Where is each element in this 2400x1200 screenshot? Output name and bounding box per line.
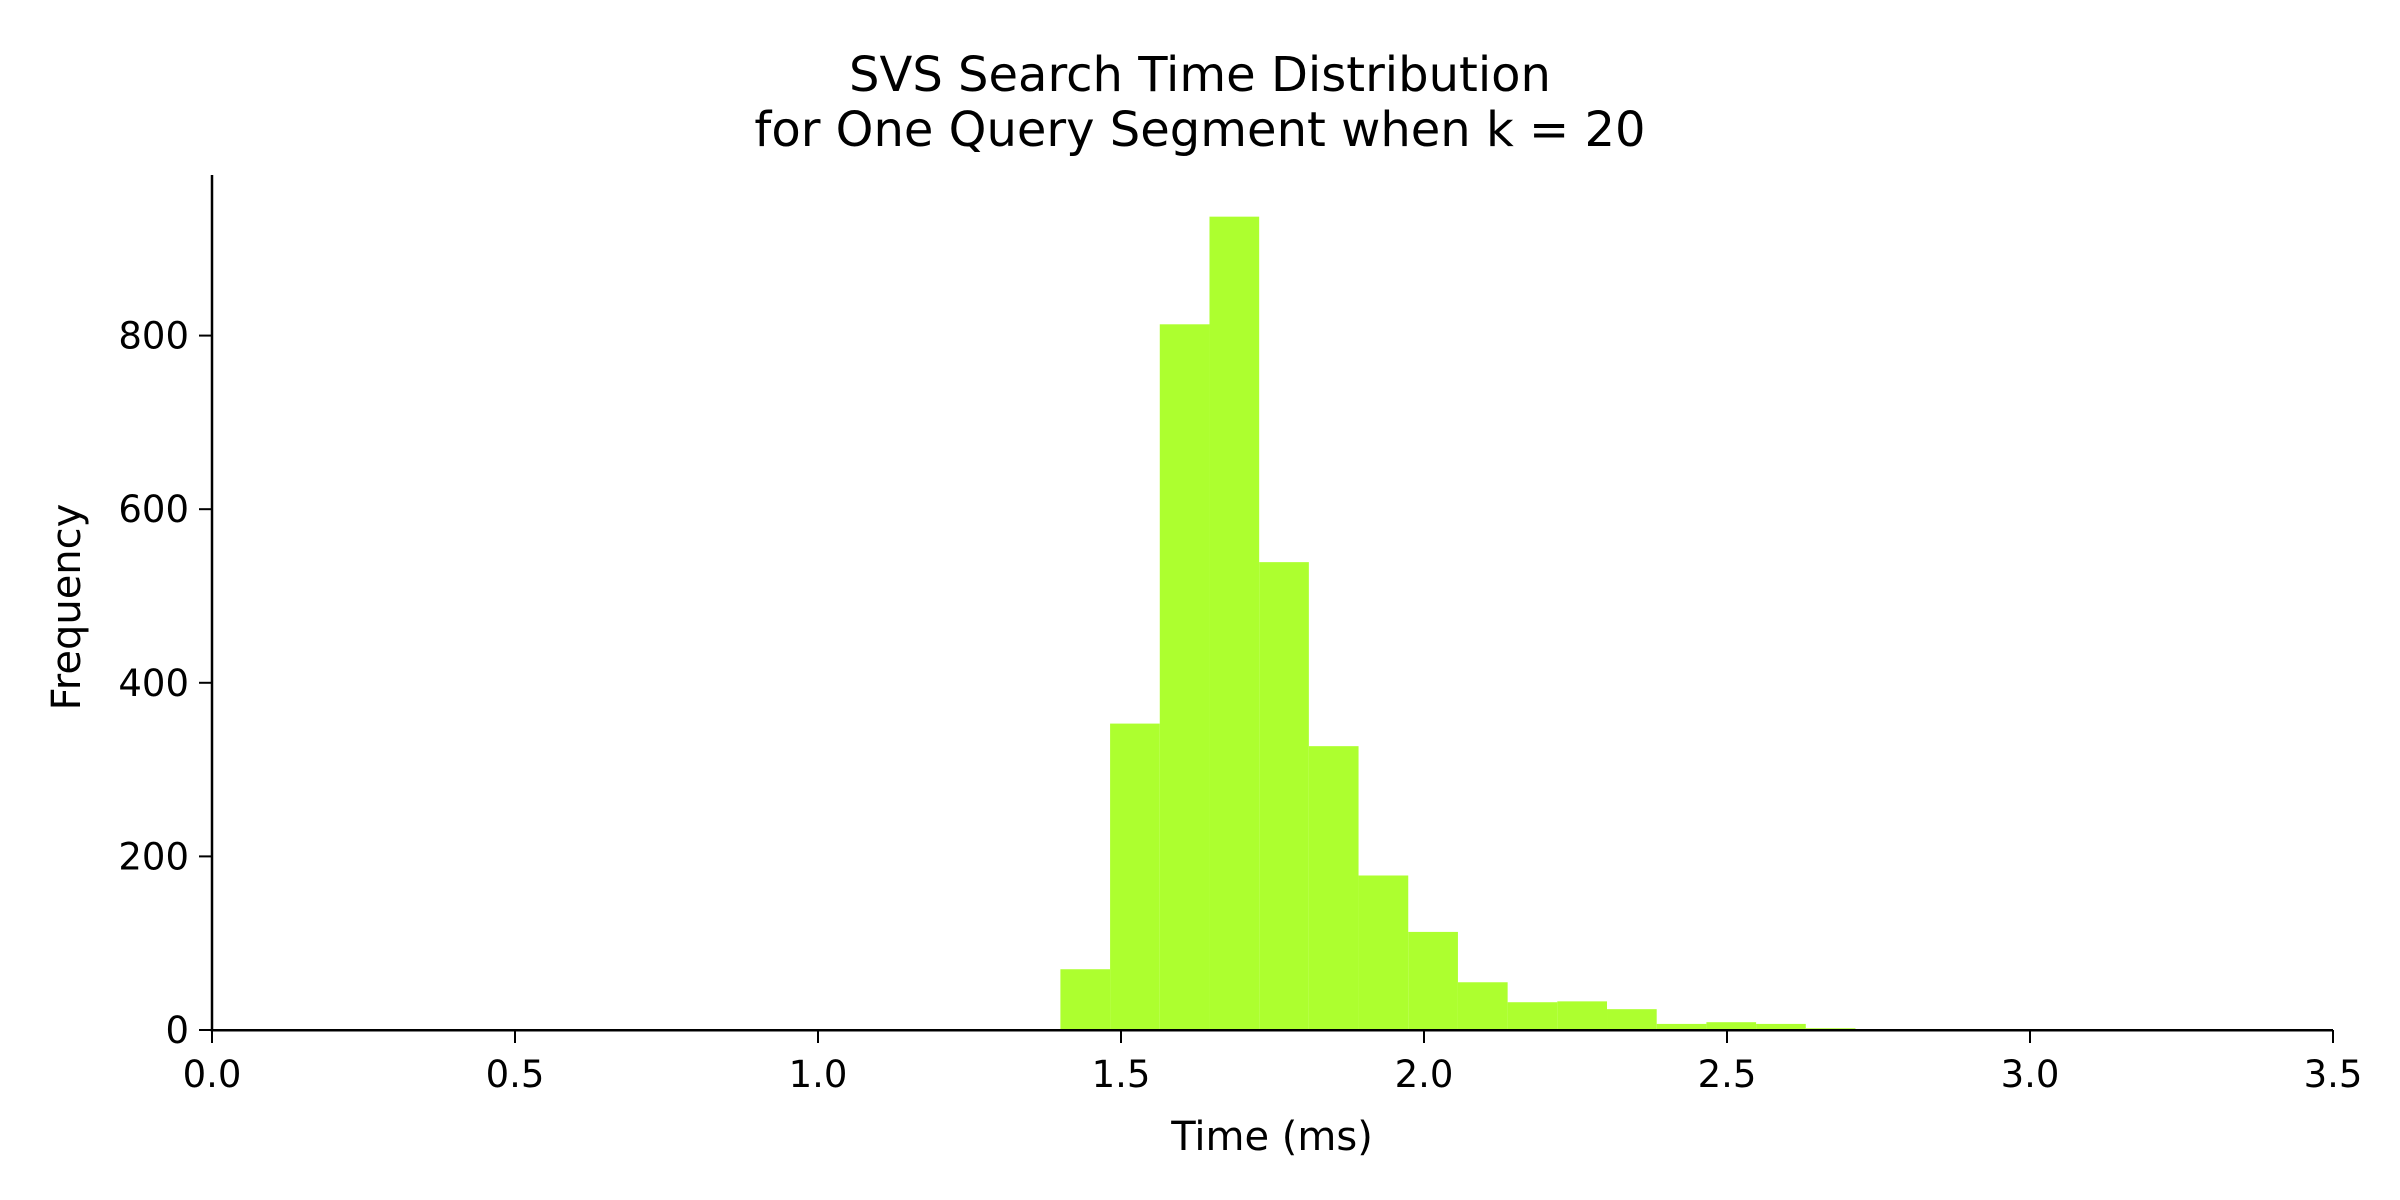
histogram-bar bbox=[1706, 1022, 1757, 1030]
histogram-bar bbox=[1358, 875, 1409, 1030]
y-tick-label: 600 bbox=[118, 488, 189, 531]
x-axis-ticks: 0.0 0.5 1.0 1.5 2.0 2.5 3.0 3.5 bbox=[183, 1030, 2363, 1096]
y-tick-label: 0 bbox=[165, 1009, 189, 1052]
histogram-bar bbox=[1507, 1002, 1558, 1030]
x-tick-label: 2.0 bbox=[1395, 1053, 1454, 1096]
histogram-bar bbox=[1408, 931, 1458, 1030]
x-axis-label: Time (ms) bbox=[1171, 1114, 1373, 1160]
chart-title-line-2: for One Query Segment when k = 20 bbox=[754, 102, 1646, 158]
y-tick-label: 200 bbox=[118, 835, 189, 878]
x-tick-label: 3.5 bbox=[2304, 1053, 2363, 1096]
histogram-bar bbox=[1607, 1009, 1657, 1030]
histogram-bar bbox=[1159, 324, 1210, 1030]
x-tick-label: 0.5 bbox=[486, 1053, 545, 1096]
histogram-bars bbox=[1060, 216, 2333, 1030]
y-tick-label: 800 bbox=[118, 315, 189, 358]
histogram-bar bbox=[1656, 1023, 1707, 1030]
y-axis-label: Frequency bbox=[44, 503, 90, 711]
x-tick-label: 3.0 bbox=[2001, 1053, 2060, 1096]
histogram-bar bbox=[1060, 969, 1111, 1030]
histogram-bar bbox=[1557, 1001, 1608, 1030]
y-tick-label: 400 bbox=[118, 662, 189, 705]
histogram-bar bbox=[1209, 216, 1260, 1030]
chart-title-line-1: SVS Search Time Distribution bbox=[849, 47, 1551, 103]
histogram-bar bbox=[1308, 746, 1359, 1030]
histogram-bar bbox=[1457, 982, 1508, 1030]
x-tick-label: 1.5 bbox=[1092, 1053, 1151, 1096]
x-tick-label: 0.0 bbox=[183, 1053, 242, 1096]
histogram-bar bbox=[1756, 1023, 1806, 1030]
x-tick-label: 2.5 bbox=[1698, 1053, 1757, 1096]
histogram-bar bbox=[1259, 562, 1309, 1030]
y-axis-ticks: 0 200 400 600 800 bbox=[118, 315, 212, 1052]
histogram-bar bbox=[1110, 723, 1160, 1030]
x-tick-label: 1.0 bbox=[789, 1053, 848, 1096]
